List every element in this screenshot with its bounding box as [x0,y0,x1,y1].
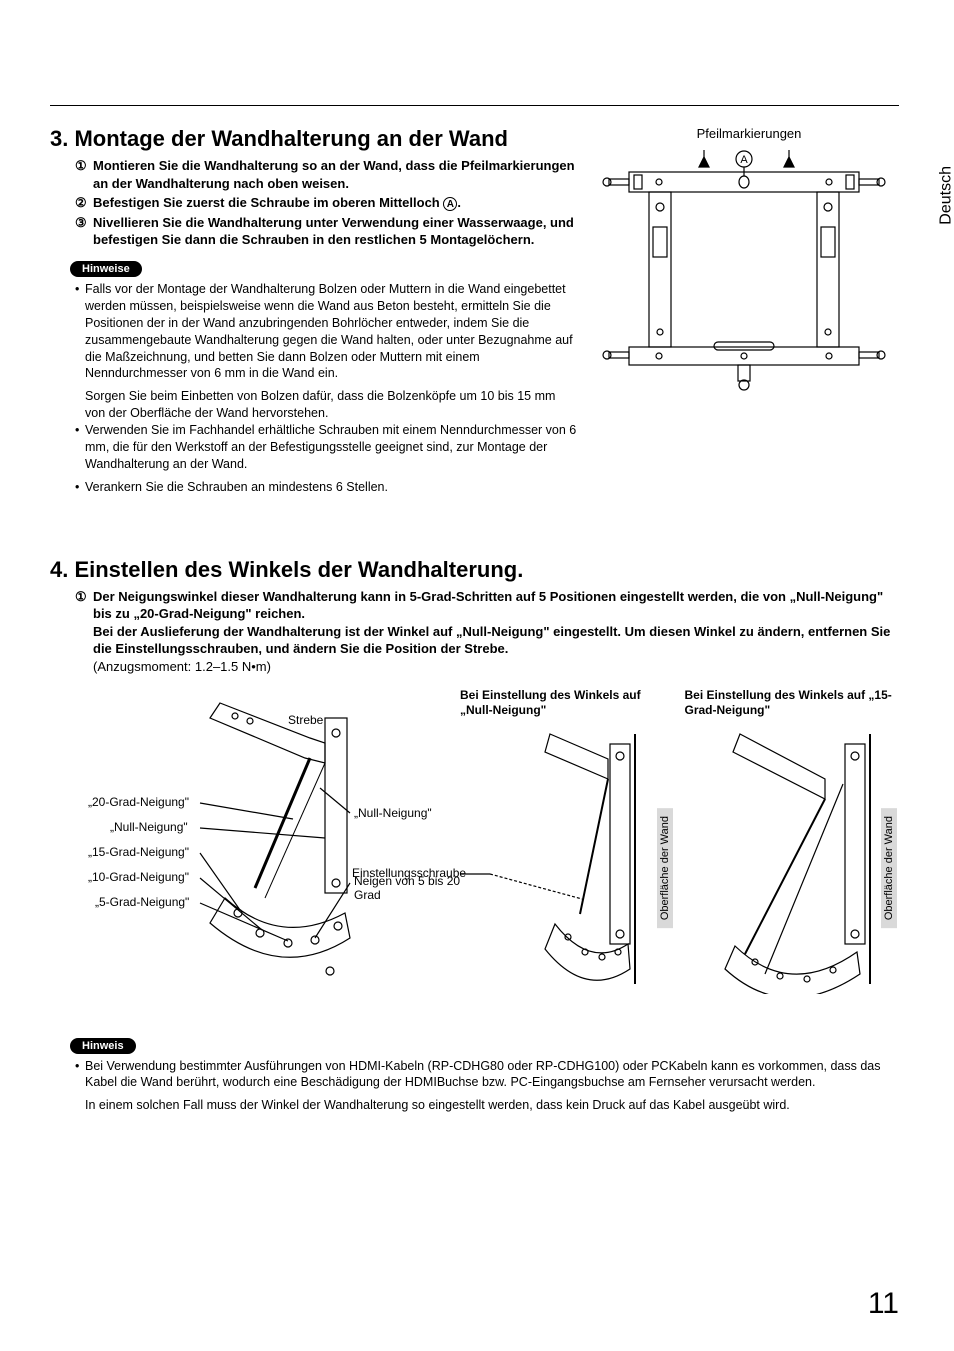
section-3-text: 3. Montage der Wandhalterung an der Wand… [50,126,579,502]
label-20: „20-Grad-Neigung" [88,795,189,809]
step-1: ① Montieren Sie die Wandhalterung so an … [75,157,579,192]
section-4-heading: 4. Einstellen des Winkels der Wandhalter… [50,557,899,582]
label-null-r: „Null-Neigung" [354,806,432,820]
note-3: Verankern Sie die Schrauben an mindesten… [75,479,579,496]
step-2-text: Befestigen Sie zuerst die Schraube im ob… [93,195,440,210]
wall-surface-b: Oberfläche der Wand [881,808,897,928]
section-4-note: Bei Verwendung bestimmter Ausführungen v… [50,1058,899,1115]
label-15: „15-Grad-Neigung" [88,845,189,859]
page-number: 11 [868,1287,899,1321]
s4-step1-text1: Der Neigungswinkel dieser Wandhalterung … [93,589,883,622]
note-2: Verwenden Sie im Fachhandel erhältliche … [75,422,579,473]
bracket-front-svg: A [599,147,889,407]
hinweis-badge-2: Hinweis [70,1038,136,1054]
note-1-cont: Sorgen Sie beim Einbetten von Bolzen daf… [75,388,579,422]
figure-top-label: Pfeilmarkierungen [599,126,899,141]
angle-diagrams: Strebe „Null-Neigung" Neigen von 5 bis 2… [50,688,899,1008]
top-divider [50,105,899,106]
col-b-head: Bei Einstellung des Winkels auf „15-Grad… [685,688,900,718]
language-tab: Deutsch [934,148,954,243]
col-a-head: Bei Einstellung des Winkels auf „Null-Ne… [460,688,675,718]
note-1: Falls vor der Montage der Wandhalterung … [75,281,579,382]
angle-right-cols: Bei Einstellung des Winkels auf „Null-Ne… [460,688,899,1008]
svg-text:A: A [740,154,748,166]
section-3-figure: Pfeilmarkierungen A [599,126,899,502]
step-2: ② Befestigen Sie zuerst die Schraube im … [75,194,579,212]
label-einstellschraube: Einstellungsschraube [352,866,466,880]
step-num-2: ② [75,194,87,212]
section-3: 3. Montage der Wandhalterung an der Wand… [50,126,899,502]
step-1-text: Montieren Sie die Wandhalterung so an de… [93,158,575,191]
label-10: „10-Grad-Neigung" [88,870,189,884]
label-strebe: Strebe [288,713,323,727]
step-3: ③ Nivellieren Sie die Wandhalterung unte… [75,214,579,249]
step-num-3: ③ [75,214,87,232]
wall-surface-a: Oberfläche der Wand [657,808,673,928]
section-4: 4. Einstellen des Winkels der Wandhalter… [50,557,899,1115]
marker-a-inline: A [443,197,457,211]
angle-col-b: Bei Einstellung des Winkels auf „15-Grad… [685,688,900,1008]
s4-step1: ① Der Neigungswinkel dieser Wandhalterun… [50,588,899,623]
s4-note-cont: In einem solchen Fall muss der Winkel de… [75,1097,899,1114]
s4-step-num-1: ① [75,588,87,606]
angle-b-svg [685,724,885,994]
angle-left-diagram: Strebe „Null-Neigung" Neigen von 5 bis 2… [50,688,450,1008]
angle-a-svg [460,724,650,994]
section-3-heading: 3. Montage der Wandhalterung an der Wand [50,126,579,151]
s4-torque: (Anzugsmoment: 1.2–1.5 N•m) [50,658,899,676]
hinweise-badge: Hinweise [70,261,142,277]
angle-col-a: Bei Einstellung des Winkels auf „Null-Ne… [460,688,675,1008]
section-3-notes: Falls vor der Montage der Wandhalterung … [50,281,579,496]
s4-step1-text2: Bei der Auslieferung der Wandhalterung i… [50,623,899,658]
step-num-1: ① [75,157,87,175]
label-5: „5-Grad-Neigung" [95,895,189,909]
step-3-text: Nivellieren Sie die Wandhalterung unter … [93,215,574,248]
label-null-l: „Null-Neigung" [110,820,188,834]
s4-note: Bei Verwendung bestimmter Ausführungen v… [75,1058,899,1092]
